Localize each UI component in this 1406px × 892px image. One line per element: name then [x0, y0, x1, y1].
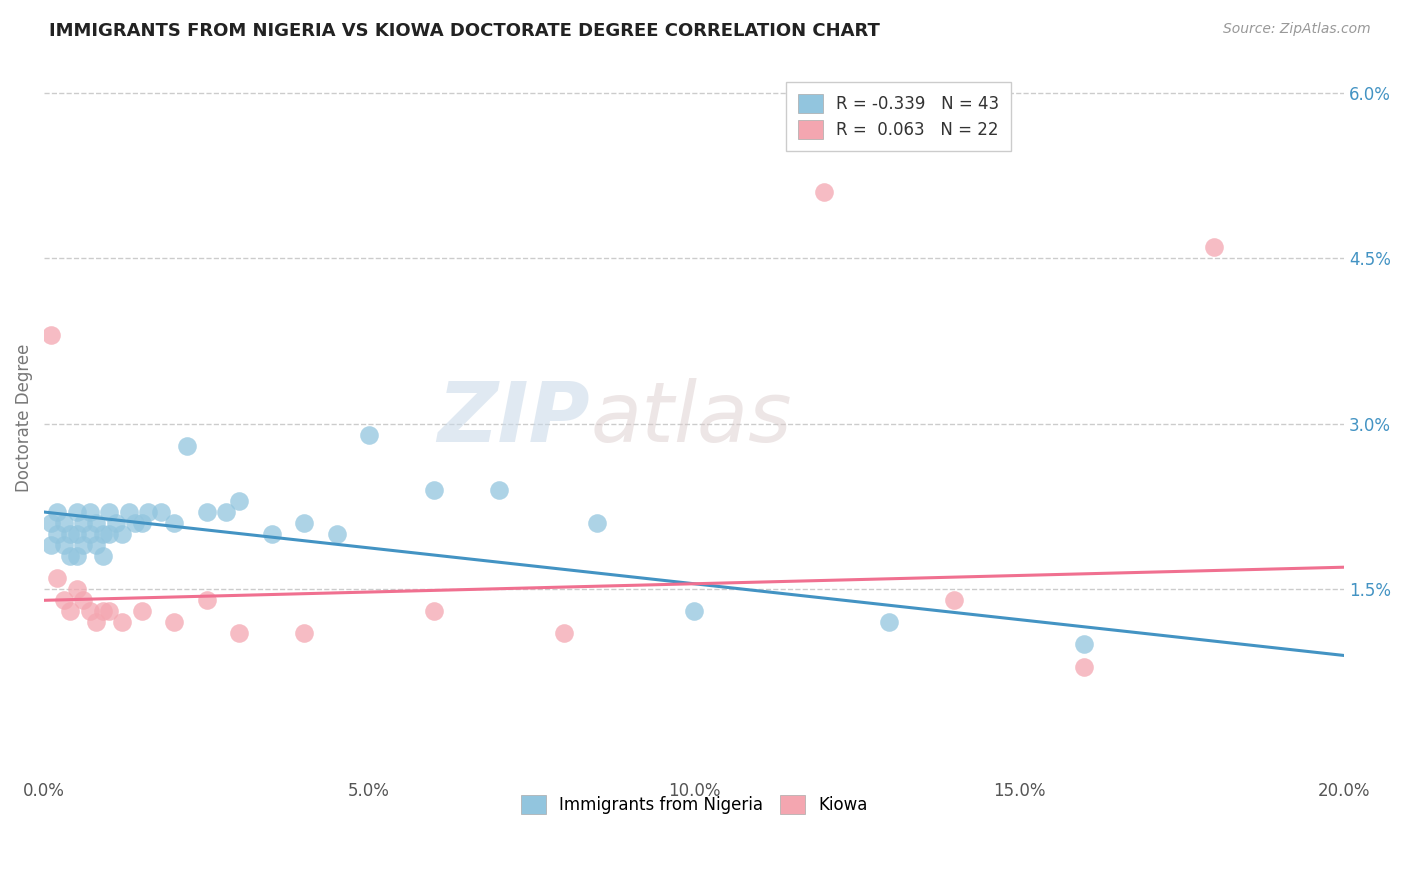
Point: [91, 604, 114, 618]
Text: Source: ZipAtlas.com: Source: ZipAtlas.com: [1223, 22, 1371, 37]
Point: [79, 527, 101, 541]
Point: [98, 604, 121, 618]
Point: [1073, 637, 1095, 651]
Point: [163, 615, 186, 630]
Point: [325, 527, 347, 541]
Point: [59, 549, 82, 564]
Point: [65, 582, 87, 597]
Point: [91, 527, 114, 541]
Point: [52, 516, 75, 530]
Point: [52, 538, 75, 552]
Point: [39, 516, 62, 530]
Point: [943, 593, 966, 607]
Point: [1204, 240, 1226, 254]
Point: [59, 604, 82, 618]
Point: [423, 483, 446, 497]
Point: [1073, 659, 1095, 673]
Point: [163, 516, 186, 530]
Point: [136, 505, 159, 519]
Point: [260, 527, 283, 541]
Point: [104, 516, 127, 530]
Point: [195, 593, 218, 607]
Legend: Immigrants from Nigeria, Kiowa: Immigrants from Nigeria, Kiowa: [509, 783, 879, 826]
Point: [79, 604, 101, 618]
Text: atlas: atlas: [591, 377, 792, 458]
Point: [176, 439, 198, 453]
Y-axis label: Doctorate Degree: Doctorate Degree: [15, 344, 32, 492]
Point: [72, 516, 94, 530]
Point: [98, 505, 121, 519]
Point: [117, 505, 139, 519]
Point: [228, 626, 250, 640]
Point: [52, 593, 75, 607]
Point: [423, 604, 446, 618]
Point: [65, 549, 87, 564]
Point: [111, 527, 134, 541]
Point: [131, 516, 153, 530]
Point: [877, 615, 900, 630]
Point: [98, 527, 121, 541]
Point: [228, 494, 250, 508]
Point: [683, 604, 706, 618]
Point: [84, 516, 107, 530]
Point: [292, 516, 315, 530]
Point: [215, 505, 238, 519]
Point: [131, 604, 153, 618]
Point: [79, 505, 101, 519]
Point: [124, 516, 146, 530]
Point: [59, 527, 82, 541]
Point: [813, 185, 835, 199]
Text: IMMIGRANTS FROM NIGERIA VS KIOWA DOCTORATE DEGREE CORRELATION CHART: IMMIGRANTS FROM NIGERIA VS KIOWA DOCTORA…: [49, 22, 880, 40]
Point: [111, 615, 134, 630]
Point: [65, 505, 87, 519]
Point: [359, 427, 381, 442]
Point: [65, 527, 87, 541]
Point: [585, 516, 607, 530]
Point: [84, 538, 107, 552]
Point: [84, 615, 107, 630]
Point: [72, 593, 94, 607]
Point: [195, 505, 218, 519]
Point: [46, 527, 69, 541]
Point: [150, 505, 173, 519]
Point: [46, 505, 69, 519]
Text: ZIP: ZIP: [437, 377, 591, 458]
Point: [39, 328, 62, 343]
Point: [72, 538, 94, 552]
Point: [46, 571, 69, 585]
Point: [488, 483, 510, 497]
Point: [91, 549, 114, 564]
Point: [292, 626, 315, 640]
Point: [39, 538, 62, 552]
Point: [553, 626, 575, 640]
